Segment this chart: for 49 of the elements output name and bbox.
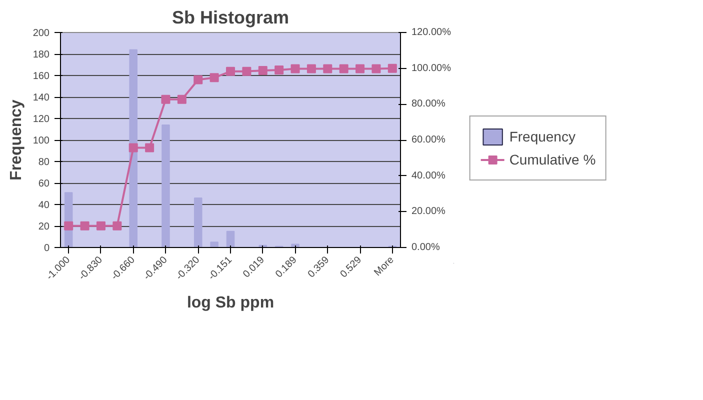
- y-tick-label: 120: [32, 114, 50, 125]
- bar: [226, 230, 235, 248]
- x-axis-title: log Sb ppm: [186, 294, 274, 312]
- y-tick-label: 20: [38, 222, 50, 232]
- y-tick-label: 40: [38, 200, 50, 211]
- point: [306, 64, 316, 74]
- y2-tick-label: 100.00%: [412, 62, 452, 74]
- point: [96, 221, 106, 230]
- y-axis-title: Frequency: [8, 99, 25, 180]
- y2-tick-label: 120.00%: [412, 27, 452, 38]
- point: [258, 66, 268, 75]
- point: [372, 64, 381, 74]
- point: [80, 221, 90, 230]
- point: [274, 65, 284, 74]
- y-tick-label: 140: [32, 92, 50, 104]
- point: [112, 221, 122, 230]
- y-tick-label: 60: [38, 178, 50, 190]
- y2-tick-label: 60.00%: [412, 134, 446, 146]
- y-tick-label: 0: [44, 243, 50, 254]
- y-tick-label: 200: [32, 28, 50, 39]
- bar: [210, 242, 218, 248]
- legend-label: Frequency: [509, 128, 576, 144]
- point: [194, 75, 203, 84]
- y-tick-label: 160: [32, 71, 50, 82]
- point: [161, 94, 170, 104]
- point: [226, 66, 235, 76]
- point: [356, 64, 365, 74]
- point: [128, 143, 138, 152]
- y2-tick-label: 0.00%: [412, 242, 440, 253]
- point: [388, 64, 397, 73]
- y-tick-label: 180: [32, 50, 50, 60]
- point: [339, 64, 348, 74]
- legend-label: Cumulative %: [509, 151, 596, 167]
- y2-tick-label: 80.00%: [412, 98, 446, 110]
- point: [290, 64, 300, 74]
- chart-title: Sb Histogram: [172, 8, 290, 28]
- y-tick-label: 80: [38, 157, 50, 168]
- point: [177, 94, 186, 104]
- y-tick-label: 100: [32, 136, 50, 146]
- bar: [194, 198, 202, 248]
- point: [242, 66, 252, 76]
- y2-tick-label: 40.00%: [412, 170, 446, 182]
- bar: [162, 124, 170, 248]
- point: [145, 143, 154, 152]
- point: [323, 64, 332, 74]
- y2-tick-label: 20.00%: [412, 206, 446, 218]
- bar: [129, 49, 138, 248]
- point: [64, 221, 74, 230]
- point: [210, 73, 219, 82]
